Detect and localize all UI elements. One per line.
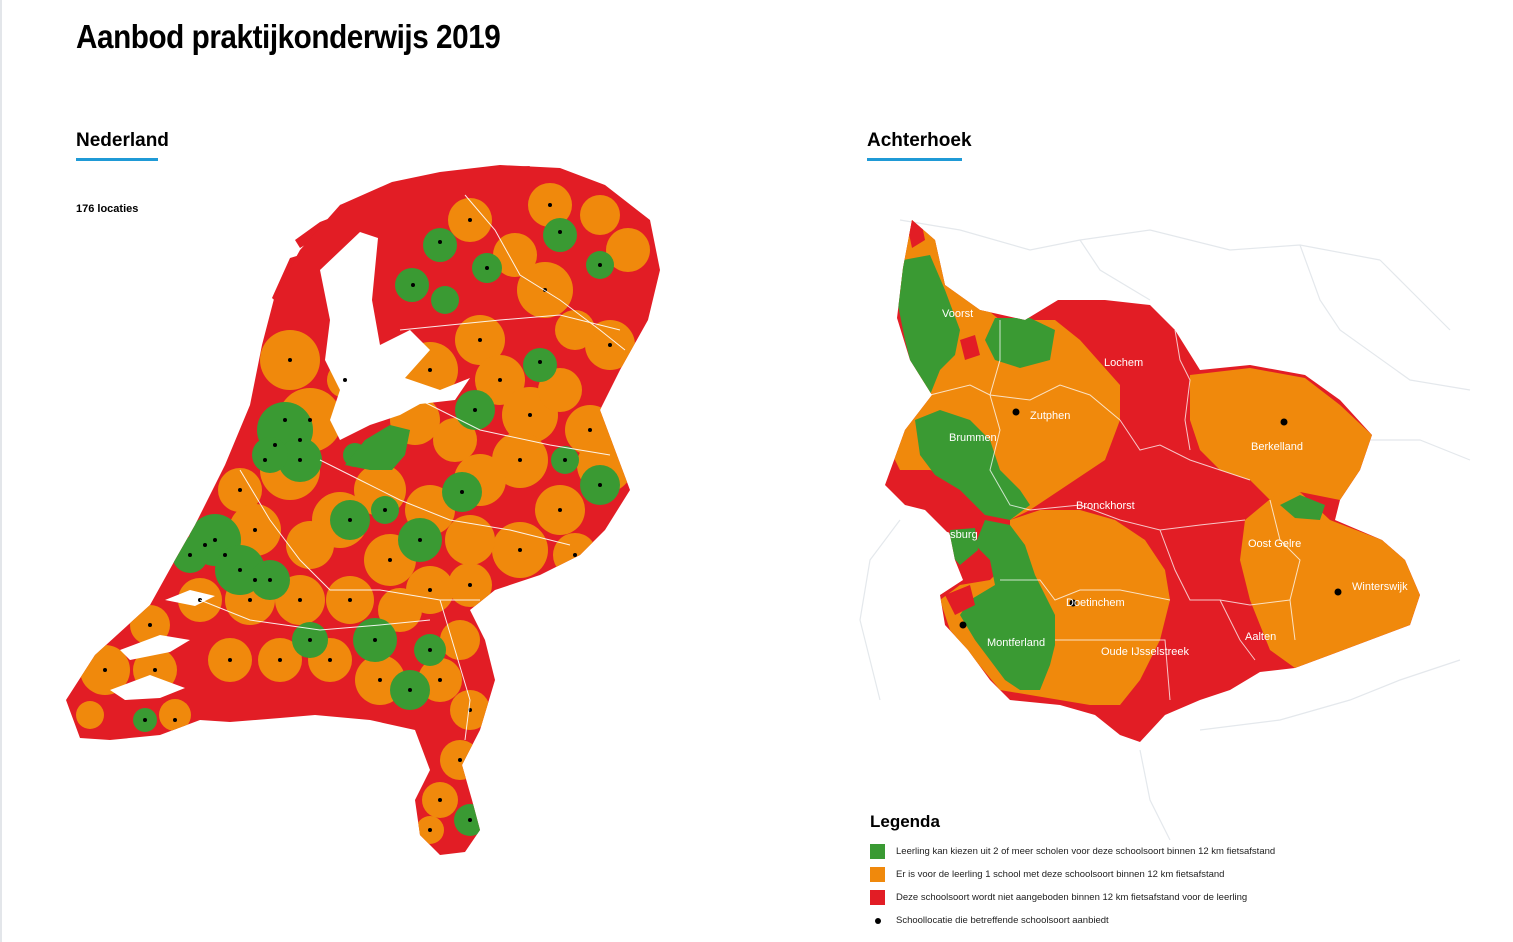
netherlands-map: [66, 165, 660, 855]
municipality-borders: [929, 320, 1301, 701]
label-zutphen: Zutphen: [1030, 410, 1070, 422]
legend-label-red: Deze schoolsoort wordt niet aangeboden b…: [896, 892, 1248, 903]
achterhoek-coverage: [885, 220, 1420, 705]
label-bronckhorst: Bronckhorst: [1076, 500, 1135, 512]
legend-label-orange: Er is voor de leerling 1 school met deze…: [896, 869, 1225, 880]
legend-item-orange: Er is voor de leerling 1 school met deze…: [870, 863, 1470, 886]
orange-swatch: [870, 867, 885, 882]
page-title: Aanbod praktijkonderwijs 2019: [76, 18, 501, 55]
legend-item-green: Leerling kan kiezen uit 2 of meer schole…: [870, 840, 1470, 863]
label-montferland: Montferland: [987, 637, 1045, 649]
delta-waters: [110, 590, 215, 700]
red-swatch: [870, 890, 885, 905]
netherlands-heading: Nederland: [76, 130, 169, 161]
flevoland-green: [345, 425, 410, 470]
location-count: 176 locaties: [76, 203, 139, 215]
label-oude-ijsselstreek: Oude IJsselstreek: [1101, 646, 1190, 658]
label-aalten: Aalten: [1245, 631, 1276, 643]
label-voorst: Voorst: [942, 308, 973, 320]
municipality-labels: Voorst Lochem Zutphen Brummen Berkelland…: [930, 308, 1408, 658]
label-winterswijk: Winterswijk: [1352, 581, 1408, 593]
school-dot-icon: [875, 917, 881, 924]
label-oost-gelre: Oost Gelre: [1248, 538, 1301, 550]
legend: Legenda Leerling kan kiezen uit 2 of mee…: [870, 812, 1470, 932]
legend-label-green: Leerling kan kiezen uit 2 of meer schole…: [896, 846, 1276, 857]
legend-item-red: Deze schoolsoort wordt niet aangeboden b…: [870, 886, 1470, 909]
neighbour-borders: [859, 219, 1471, 841]
label-lochem: Lochem: [1104, 357, 1143, 369]
label-doesburg: Doesburg: [930, 529, 978, 541]
ijsselmeer: [320, 232, 470, 440]
province-borders: [199, 194, 626, 741]
label-brummen: Brummen: [949, 432, 997, 444]
school-dots: [103, 203, 612, 832]
label-berkelland: Berkelland: [1251, 441, 1303, 453]
achterhoek-heading: Achterhoek: [867, 130, 972, 161]
achterhoek-school-dots: [959, 408, 1342, 629]
label-doetinchem: Doetinchem: [1066, 597, 1125, 609]
legend-title: Legenda: [870, 812, 940, 831]
legend-label-dot: Schoollocatie die betreffende schoolsoor…: [896, 915, 1109, 926]
green-swatch: [870, 844, 885, 859]
page-edge: [0, 0, 2, 942]
legend-item-dot: Schoollocatie die betreffende schoolsoor…: [870, 909, 1470, 932]
achterhoek-map: Voorst Lochem Zutphen Brummen Berkelland…: [859, 219, 1471, 841]
